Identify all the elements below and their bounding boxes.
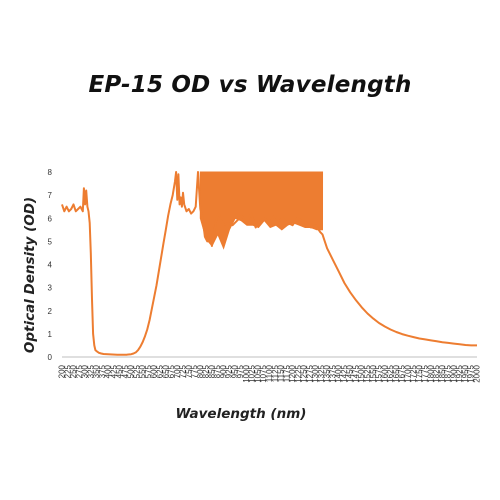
x-tick-label: 675 [167,364,176,378]
x-tick-label: 1950 [461,364,470,382]
x-tick-label: 1875 [444,364,453,382]
y-axis: 0 1 2 3 4 5 6 7 8 [48,168,53,362]
x-tick-label: 1275 [305,364,314,382]
x-tick-label: 300 [81,364,90,378]
x-tick-label: 500 [127,364,136,378]
x-tick-label: 200 [58,364,67,378]
x-tick-label: 2000 [473,364,482,382]
x-tick-label: 325 [86,364,95,378]
x-tick-label: 875 [213,364,222,378]
x-tick-label: 1375 [328,364,337,382]
x-tick-label: 1600 [380,364,389,382]
x-tick-label: 425 [109,364,118,378]
y-tick-label: 8 [48,168,53,177]
x-tick-label: 250 [69,364,78,378]
x-tick-label: 1550 [369,364,378,382]
x-tick-label: 1000 [242,364,251,382]
x-tick-label: 1200 [288,364,297,382]
x-tick-label: 575 [144,364,153,378]
x-tick-label: 850 [207,364,216,378]
x-tick-label: 475 [121,364,130,378]
x-tick-label: 1350 [323,364,332,382]
x-tick-label: 825 [202,364,211,378]
x-tick-label: 1425 [340,364,349,382]
y-tick-label: 2 [48,307,53,316]
x-tick-label: 1225 [294,364,303,382]
y-tick-label: 4 [48,261,53,270]
x-tick-label: 1825 [432,364,441,382]
x-tick-label: 1100 [265,364,274,382]
x-tick-label: 375 [98,364,107,378]
x-tick-label: 350 [92,364,101,378]
x-tick-label: 1525 [363,364,372,382]
x-tick-label: 1625 [386,364,395,382]
x-tick-label: 1575 [375,364,384,382]
x-tick-label: 1725 [409,364,418,382]
x-tick-label: 1975 [467,364,476,382]
x-tick-label: 450 [115,364,124,378]
y-axis-label: Optical Density (OD) [22,197,38,353]
x-tick-label: 725 [179,364,188,378]
x-tick-label: 1150 [277,364,286,382]
x-tick-label: 1250 [300,364,309,382]
x-tick-label: 1025 [248,364,257,382]
x-tick-label: 1125 [271,364,280,382]
x-tick-label: 1050 [253,364,262,382]
y-tick-label: 5 [48,237,53,246]
x-tick-label: 775 [190,364,199,378]
y-tick-label: 3 [48,284,53,293]
x-axis: 2002252502753003253503754004254504755005… [58,356,482,383]
x-tick-label: 1400 [334,364,343,382]
x-tick-label: 1075 [259,364,268,382]
x-tick-label: 1700 [403,364,412,382]
x-tick-label: 625 [155,364,164,378]
x-tick-label: 1750 [415,364,424,382]
y-tick-label: 7 [48,191,53,200]
x-tick-label: 400 [104,364,113,378]
x-tick-label: 550 [138,364,147,378]
y-tick-label: 1 [48,330,53,339]
x-tick-label: 1850 [438,364,447,382]
x-tick-label: 800 [196,364,205,378]
series-line [61,171,477,356]
x-tick-label: 525 [132,364,141,378]
x-tick-label: 1300 [311,364,320,382]
x-tick-label: 700 [173,364,182,378]
y-tick-label: 0 [48,353,53,362]
x-tick-label: 1450 [346,364,355,382]
x-tick-label: 900 [219,364,228,378]
x-tick-label: 1175 [282,364,291,382]
x-tick-label: 650 [161,364,170,378]
chart-title: EP-15 OD vs Wavelength [88,72,412,98]
x-tick-label: 750 [184,364,193,378]
x-tick-label: 1775 [421,364,430,382]
x-tick-label: 600 [150,364,159,378]
x-tick-label: 1900 [449,364,458,382]
noise-band [199,171,324,250]
x-tick-label: 275 [75,364,84,378]
x-tick-label: 1475 [351,364,360,382]
x-tick-label: 1500 [357,364,366,382]
x-tick-label: 950 [230,364,239,378]
x-tick-label: 925 [225,364,234,378]
x-tick-label: 975 [236,364,245,378]
x-tick-label: 1800 [426,364,435,382]
x-tick-label: 1650 [392,364,401,382]
x-tick-label: 225 [63,364,72,378]
x-axis-label: Wavelength (nm) [176,406,307,422]
y-tick-label: 6 [48,214,53,223]
x-tick-label: 1925 [455,364,464,382]
series-group [61,171,477,356]
x-tick-label: 1675 [398,364,407,382]
x-tick-label: 1325 [317,364,326,382]
noise-band-area [199,171,324,250]
